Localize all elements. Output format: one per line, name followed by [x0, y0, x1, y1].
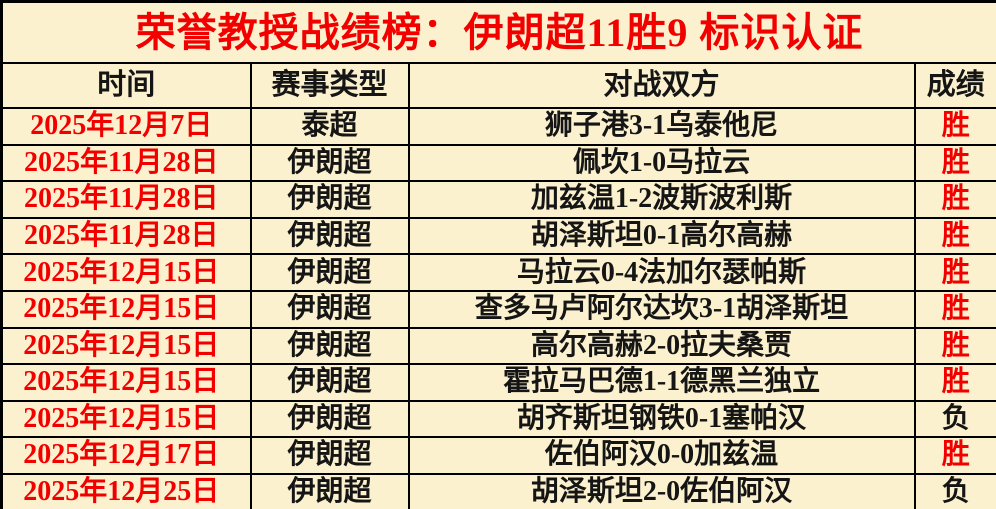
table-row: 2025年11月28日 伊朗超 胡泽斯坦0-1高尔高赫 胜: [0, 216, 996, 256]
col-header-league: 赛事类型: [249, 62, 410, 110]
date-cell: 2025年12月15日: [0, 363, 252, 402]
match-cell: 胡齐斯坦钢铁0-1塞帕汉: [407, 399, 916, 439]
table-row: 2025年12月17日 伊朗超 佐伯阿汉0-0加兹温 胜: [0, 436, 996, 475]
col-header-result: 成绩: [913, 62, 996, 110]
col-header-match: 对战双方: [407, 62, 916, 110]
result-cell: 胜: [913, 107, 996, 146]
league-cell: 伊朗超: [249, 436, 410, 475]
date-cell: 2025年12月15日: [0, 253, 252, 292]
result-cell: 胜: [913, 216, 996, 256]
match-cell: 霍拉马巴德1-1德黑兰独立: [407, 363, 916, 402]
table-row: 2025年11月28日 伊朗超 加兹温1-2波斯波利斯 胜: [0, 180, 996, 219]
match-cell: 查多马卢阿尔达坎3-1胡泽斯坦: [407, 289, 916, 329]
match-cell: 佩坎1-0马拉云: [407, 143, 916, 183]
date-cell: 2025年12月15日: [0, 289, 252, 329]
date-cell: 2025年11月28日: [0, 143, 252, 183]
table-row: 2025年12月25日 伊朗超 胡泽斯坦2-0佐伯阿汉 负: [0, 472, 996, 509]
league-cell: 泰超: [249, 107, 410, 146]
league-cell: 伊朗超: [249, 289, 410, 329]
result-cell: 胜: [913, 326, 996, 366]
table-row: 2025年12月15日 伊朗超 马拉云0-4法加尔瑟帕斯 胜: [0, 253, 996, 292]
table-row: 2025年12月15日 伊朗超 胡齐斯坦钢铁0-1塞帕汉 负: [0, 399, 996, 439]
result-cell: 胜: [913, 253, 996, 292]
table-row: 2025年11月28日 伊朗超 佩坎1-0马拉云 胜: [0, 143, 996, 183]
match-cell: 高尔高赫2-0拉夫桑贾: [407, 326, 916, 366]
result-cell: 胜: [913, 363, 996, 402]
result-cell: 胜: [913, 143, 996, 183]
league-cell: 伊朗超: [249, 363, 410, 402]
date-cell: 2025年12月15日: [0, 399, 252, 439]
date-cell: 2025年12月25日: [0, 472, 252, 509]
date-cell: 2025年11月28日: [0, 216, 252, 256]
page-title: 荣誉教授战绩榜：伊朗超11胜9 标识认证: [0, 0, 996, 65]
result-cell: 胜: [913, 289, 996, 329]
league-cell: 伊朗超: [249, 216, 410, 256]
table-row: 2025年12月15日 伊朗超 查多马卢阿尔达坎3-1胡泽斯坦 胜: [0, 289, 996, 329]
league-cell: 伊朗超: [249, 143, 410, 183]
result-cell: 胜: [913, 436, 996, 475]
league-cell: 伊朗超: [249, 399, 410, 439]
date-cell: 2025年12月17日: [0, 436, 252, 475]
title-row: 荣誉教授战绩榜：伊朗超11胜9 标识认证: [0, 0, 996, 65]
league-cell: 伊朗超: [249, 253, 410, 292]
result-cell: 负: [913, 399, 996, 439]
match-cell: 胡泽斯坦2-0佐伯阿汉: [407, 472, 916, 509]
date-cell: 2025年11月28日: [0, 180, 252, 219]
match-cell: 狮子港3-1乌泰他尼: [407, 107, 916, 146]
league-cell: 伊朗超: [249, 326, 410, 366]
result-cell: 胜: [913, 180, 996, 219]
match-cell: 胡泽斯坦0-1高尔高赫: [407, 216, 916, 256]
header-row: 时间 赛事类型 对战双方 成绩: [0, 62, 996, 110]
match-cell: 马拉云0-4法加尔瑟帕斯: [407, 253, 916, 292]
table-row: 2025年12月7日 泰超 狮子港3-1乌泰他尼 胜: [0, 107, 996, 146]
date-cell: 2025年12月15日: [0, 326, 252, 366]
table-row: 2025年12月15日 伊朗超 高尔高赫2-0拉夫桑贾 胜: [0, 326, 996, 366]
result-cell: 负: [913, 472, 996, 509]
table-row: 2025年12月15日 伊朗超 霍拉马巴德1-1德黑兰独立 胜: [0, 363, 996, 402]
match-cell: 佐伯阿汉0-0加兹温: [407, 436, 916, 475]
col-header-time: 时间: [0, 62, 252, 110]
date-cell: 2025年12月7日: [0, 107, 252, 146]
league-cell: 伊朗超: [249, 180, 410, 219]
match-cell: 加兹温1-2波斯波利斯: [407, 180, 916, 219]
league-cell: 伊朗超: [249, 472, 410, 509]
